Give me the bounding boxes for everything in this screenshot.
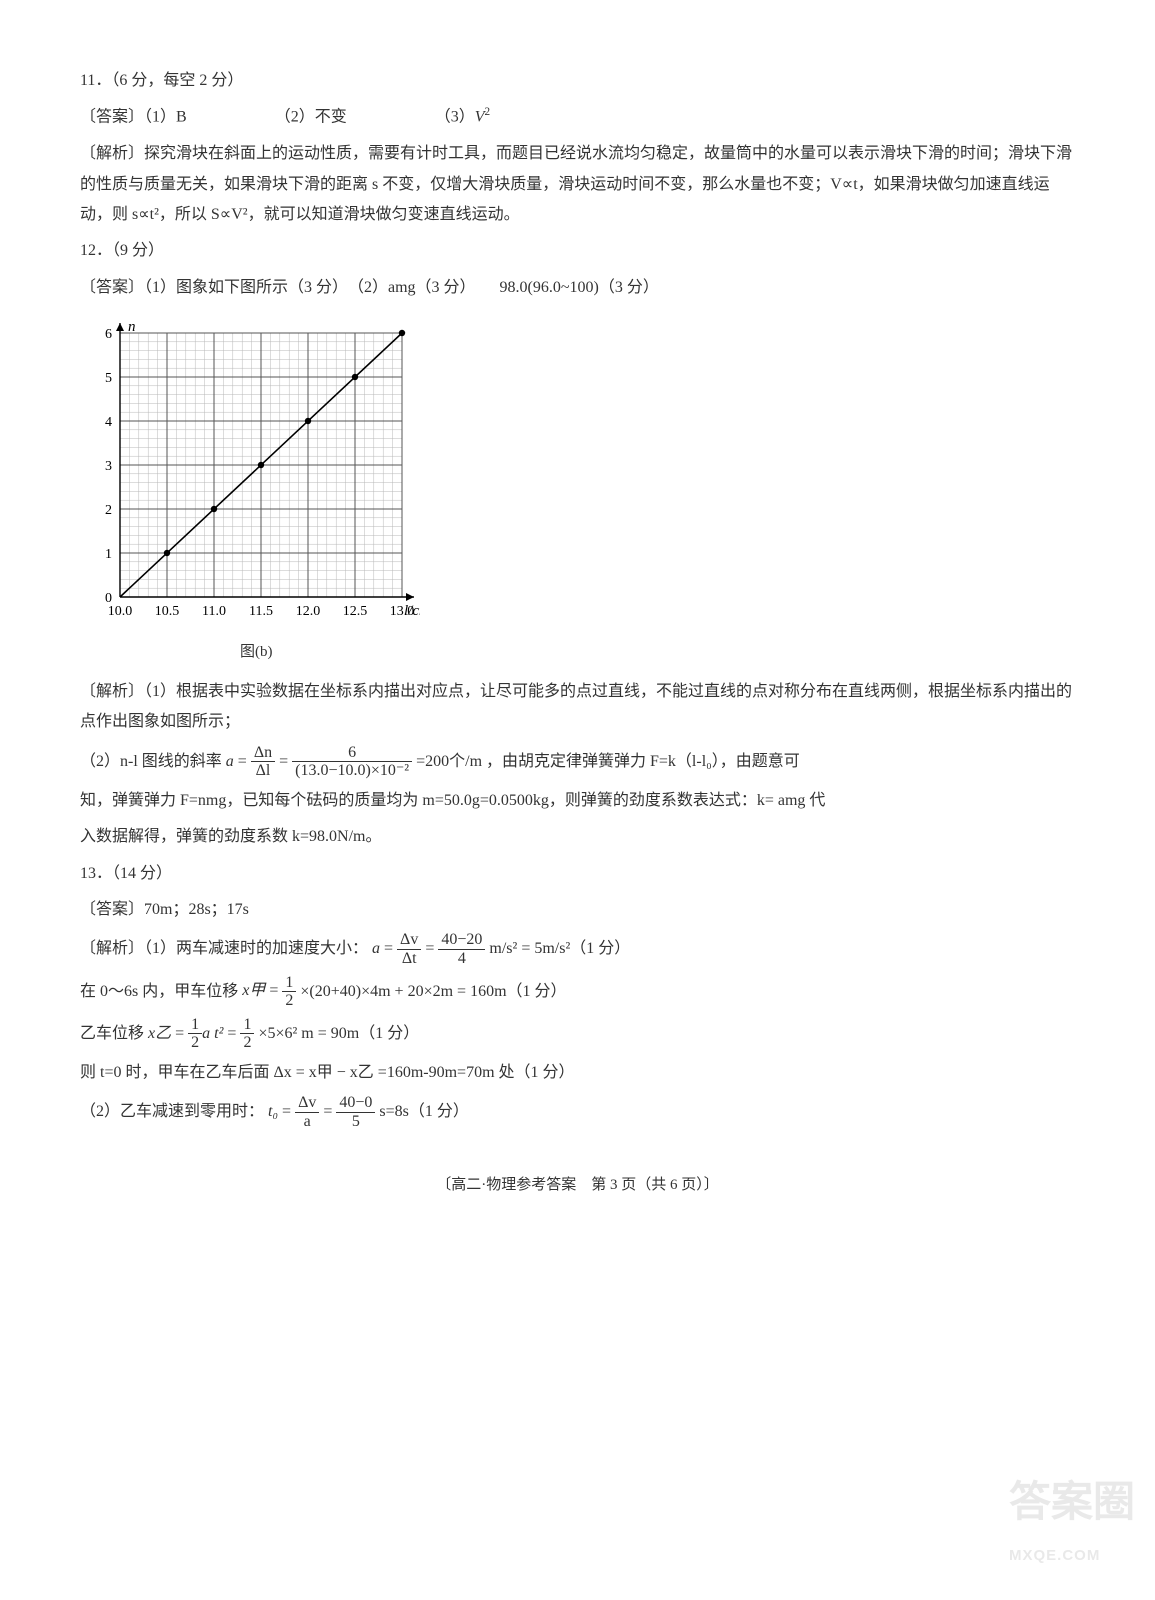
q12-chart: 012345610.010.511.011.512.012.513.0nl/cm…	[80, 323, 1075, 667]
svg-text:10.5: 10.5	[155, 604, 180, 619]
l3-hn1: 1	[188, 1016, 202, 1035]
q11-a3-prefix: （3）	[435, 109, 475, 126]
l3-hd2: 2	[240, 1034, 254, 1052]
eq-a: a	[226, 753, 234, 770]
l1-num: 40−20	[438, 931, 485, 950]
l5-frac1: Δv a	[295, 1094, 319, 1130]
q11-analysis: 〔解析〕探究滑块在斜面上的运动性质，需要有计时工具，而题目已经说水流均匀稳定，故…	[80, 139, 1075, 230]
l2-x: x甲	[242, 982, 265, 999]
chart-svg: 012345610.010.511.011.512.012.513.0nl/cm	[80, 323, 420, 623]
l5-den: 5	[336, 1113, 375, 1131]
eq-prefix: （2）n-l 图线的斜率	[80, 753, 222, 770]
q12-header: 12．（9 分）	[80, 236, 1075, 266]
q11-header: 11．（6 分，每空 2 分）	[80, 66, 1075, 96]
svg-text:3: 3	[105, 459, 112, 474]
q13-answer: 〔答案〕70m；28s；17s	[80, 895, 1075, 925]
svg-text:10.0: 10.0	[108, 604, 133, 619]
l1-a: a	[372, 940, 380, 957]
l5-dv: Δv	[295, 1094, 319, 1113]
svg-text:4: 4	[105, 415, 112, 430]
l5-t0: t₀	[268, 1103, 278, 1120]
q12-analysis4: 入数据解得，弹簧的劲度系数 k=98.0N/m。	[80, 822, 1075, 852]
l2-half: 1 2	[282, 974, 296, 1010]
q12-answer: 〔答案〕（1）图象如下图所示（3 分） （2）amg（3 分） 98.0(96.…	[80, 273, 1075, 303]
l1-frac1: Δv Δt	[397, 931, 421, 967]
l3-calc: ×5×6² m = 90m（1 分）	[258, 1025, 419, 1042]
l5-res: s=8s（1 分）	[379, 1103, 468, 1120]
q12-analysis3: 知，弹簧弹力 F=nmg，已知每个砝码的质量均为 m=50.0g=0.0500k…	[80, 786, 1075, 816]
eq-den2: (13.0−10.0)×10⁻²	[292, 762, 412, 780]
l1-den: 4	[438, 950, 485, 968]
l5-a: a	[295, 1113, 319, 1131]
l1-unit: m/s²	[489, 940, 517, 957]
q11-a3-sq: 2	[485, 106, 491, 118]
q13-l2: 在 0～6s 内，甲车位移 x甲 = 1 2 ×(20+40)×4m + 20×…	[80, 974, 1075, 1010]
l2-hn: 1	[282, 974, 296, 993]
l3-half1: 1 2	[188, 1016, 202, 1052]
l2-body: ×(20+40)×4m + 20×2m = 160m（1 分）	[300, 982, 566, 999]
q13-l4: 则 t=0 时，甲车在乙车后面 Δx = x甲 − x乙 =160m-90m=7…	[80, 1058, 1075, 1088]
svg-text:12.5: 12.5	[343, 604, 368, 619]
page-footer: 〔高二·物理参考答案 第 3 页（共 6 页）〕	[80, 1171, 1075, 1200]
svg-text:5: 5	[105, 371, 112, 386]
eq-dl: Δl	[251, 762, 275, 780]
l3-pre: 乙车位移	[80, 1025, 148, 1042]
eq-result: =200个/m ，由胡克定律弹簧弹力 F=k（l-l₀），由题意可	[416, 753, 800, 770]
l1-pre: 〔解析〕（1）两车减速时的加速度大小：	[80, 940, 368, 957]
l2-hd: 2	[282, 992, 296, 1010]
l3-a: a t²	[202, 1025, 223, 1042]
l1-dv: Δv	[397, 931, 421, 950]
l3-x: x乙	[148, 1025, 171, 1042]
chart-caption: 图(b)	[240, 638, 1075, 667]
watermark-big: 答案圈	[1009, 1478, 1135, 1525]
q11-a1: 〔答案〕（1）B	[80, 109, 187, 126]
l3-hd1: 2	[188, 1034, 202, 1052]
eq-num2: 6	[292, 744, 412, 763]
q13-l3: 乙车位移 x乙 = 1 2 a t² = 1 2 ×5×6² m = 90m（1…	[80, 1016, 1075, 1052]
l5-num: 40−0	[336, 1094, 375, 1113]
svg-text:2: 2	[105, 503, 112, 518]
eq-frac1: Δn Δl	[251, 744, 275, 780]
q11-a3-sym: V	[475, 109, 485, 126]
q12-analysis1: 〔解析〕（1）根据表中实验数据在坐标系内描出对应点，让尽可能多的点过直线，不能过…	[80, 677, 1075, 738]
l5-pre: （2）乙车减速到零用时：	[80, 1103, 264, 1120]
eq-eq1: =	[238, 753, 251, 770]
q13-l5: （2）乙车减速到零用时： t₀ = Δv a = 40−0 5 s=8s（1 分…	[80, 1094, 1075, 1130]
eq-eq2: =	[279, 753, 292, 770]
q12-eq: （2）n-l 图线的斜率 a = Δn Δl = 6 (13.0−10.0)×1…	[80, 744, 1075, 780]
svg-text:1: 1	[105, 547, 112, 562]
l1-dt: Δt	[397, 950, 421, 968]
eq-dn: Δn	[251, 744, 275, 763]
eq-frac2: 6 (13.0−10.0)×10⁻²	[292, 744, 412, 780]
svg-text:6: 6	[105, 327, 112, 342]
q13-header: 13．（14 分）	[80, 859, 1075, 889]
q11-answer: 〔答案〕（1）B （2）不变 （3）V2	[80, 102, 1075, 133]
l3-hn2: 1	[240, 1016, 254, 1035]
watermark: 答案圈 MXQE.COM	[1009, 1462, 1135, 1570]
l1-res: = 5m/s²（1 分）	[521, 940, 630, 957]
svg-text:n: n	[128, 323, 136, 335]
svg-text:l/cm: l/cm	[404, 603, 420, 619]
svg-text:12.0: 12.0	[296, 604, 321, 619]
q11-a2: （2）不变	[275, 109, 347, 126]
svg-text:11.0: 11.0	[202, 604, 226, 619]
q13-l1: 〔解析〕（1）两车减速时的加速度大小： a = Δv Δt = 40−20 4 …	[80, 931, 1075, 967]
watermark-small: MXQE.COM	[1009, 1542, 1135, 1571]
l5-frac2: 40−0 5	[336, 1094, 375, 1130]
l1-frac2: 40−20 4	[438, 931, 485, 967]
svg-text:11.5: 11.5	[249, 604, 273, 619]
l3-half2: 1 2	[240, 1016, 254, 1052]
l2-pre: 在 0～6s 内，甲车位移	[80, 982, 242, 999]
